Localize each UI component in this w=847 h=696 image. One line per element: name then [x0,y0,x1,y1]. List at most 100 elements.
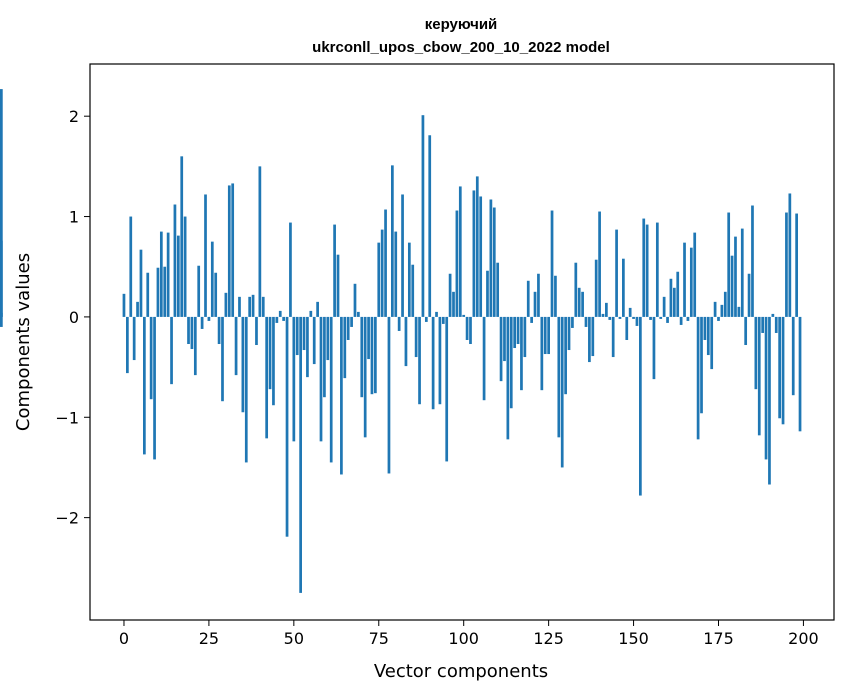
bar [214,272,218,317]
bar [537,273,540,317]
bar [438,316,442,405]
bar [241,316,245,413]
y-axis-ticks: −2 −1 0 1 2 [55,107,90,528]
bar [757,316,761,436]
bar [397,316,401,331]
bar [387,316,391,474]
bar [727,212,731,317]
bar [227,185,231,317]
bar [754,316,758,390]
bar [584,316,588,327]
bar [689,247,693,317]
bar [720,304,724,317]
bar [764,316,768,460]
bar [143,316,146,455]
bar [605,302,608,317]
bar [312,316,316,365]
bar [513,316,517,349]
bar [204,194,207,317]
bar [448,273,452,317]
bar [418,316,421,405]
bar [323,316,326,398]
bar [149,316,153,400]
bar [139,249,143,317]
bar [289,222,292,317]
bar [530,316,533,323]
bar [475,176,479,317]
bar [523,316,527,358]
x-tick-label: 0 [119,629,129,648]
bar [126,316,129,374]
y-axis-label: Components values [13,253,34,431]
bar [768,316,771,485]
bar [295,316,299,356]
bar [193,316,197,376]
x-tick-label: 175 [703,629,734,648]
bar [170,316,173,385]
bar [445,316,449,462]
x-tick-label: 125 [533,629,564,648]
bar [414,316,418,358]
bar [407,242,411,317]
bar [526,280,530,317]
bar [503,316,506,362]
y-tick-label: −1 [55,408,79,427]
bar [176,235,180,317]
bar [380,229,384,317]
bar [489,199,493,317]
bar [693,232,697,317]
bar [686,316,690,321]
bar [180,156,184,317]
bar [346,316,350,340]
bar [275,316,279,323]
bar [231,183,235,317]
bar [435,311,438,317]
bar [132,316,136,361]
bar [781,316,785,425]
bar [452,291,455,317]
bar [370,316,374,395]
bar [785,212,788,317]
bar [353,283,357,317]
bar [207,316,211,321]
bar [628,307,632,317]
bar [367,316,370,360]
bar [394,231,398,317]
bar [326,316,330,361]
bar [255,316,258,346]
bar [136,301,139,317]
bar [363,316,367,438]
bar [771,313,775,317]
bar [710,316,714,370]
bar [343,316,347,379]
bar [740,228,744,317]
y-tick-label: 1 [69,208,79,227]
bar [299,316,302,593]
bar [384,209,387,317]
x-tick-label: 100 [448,629,479,648]
bar [751,205,754,317]
bar [129,216,133,317]
bar [183,216,187,317]
bar [486,270,489,317]
bar [798,316,802,432]
bar [723,291,727,317]
bar [683,242,686,317]
bar [564,316,567,395]
bar [187,316,190,345]
y-tick-label: −2 [55,509,79,528]
bar [428,135,432,317]
bar [598,211,601,317]
bar [472,190,476,317]
bar [611,316,615,358]
bar [588,316,591,363]
bar [173,204,177,317]
bar [391,165,394,317]
bar [458,186,462,317]
bar [567,316,571,351]
bar [261,296,265,317]
bar [316,301,319,317]
x-axis-label: Vector components [374,661,548,682]
x-tick-label: 50 [284,629,304,648]
